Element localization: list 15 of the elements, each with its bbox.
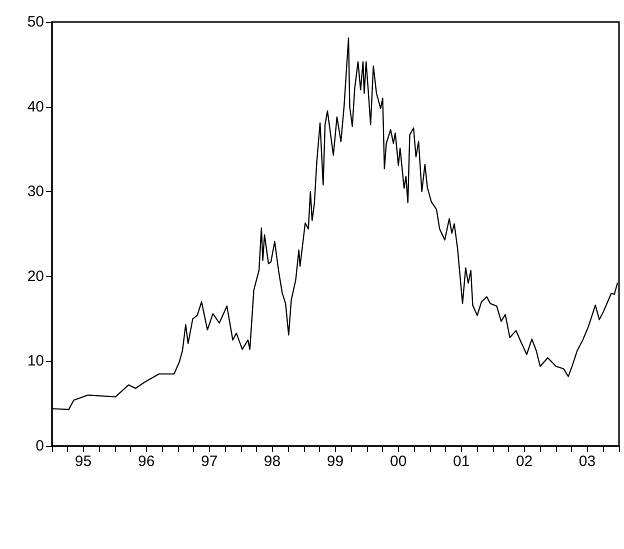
x-tick-label: 97: [200, 453, 218, 470]
x-tick-label: 96: [138, 453, 155, 470]
x-tick-label: 95: [74, 453, 92, 470]
y-tick-label: 0: [36, 438, 44, 454]
x-tick-label: 03: [578, 453, 596, 470]
x-tick-label: 99: [326, 453, 344, 470]
y-tick-label: 50: [27, 14, 44, 30]
y-tick-label: 30: [27, 183, 44, 200]
x-tick-label: 01: [452, 453, 470, 470]
y-tick-label: 40: [27, 98, 44, 116]
y-tick-label: 20: [27, 268, 44, 285]
y-tick-label: 10: [27, 352, 44, 370]
x-tick-label: 00: [390, 453, 407, 470]
x-tick-label: 98: [264, 453, 281, 470]
x-tick-label: 02: [516, 453, 533, 470]
